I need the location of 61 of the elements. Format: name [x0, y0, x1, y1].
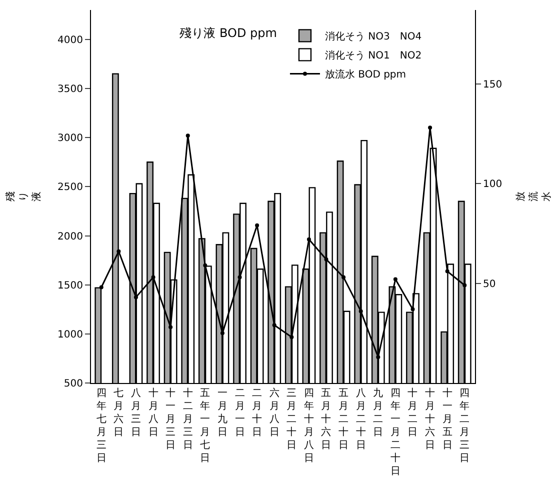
- point: [410, 307, 415, 312]
- y-tick-label: 500: [64, 378, 83, 390]
- y-tick-label: 1500: [58, 280, 83, 292]
- y-tick-label: 3000: [58, 133, 83, 144]
- x-tick-label: 四年十月八日: [304, 388, 314, 464]
- x-tick-label: 五年一月七日: [200, 388, 210, 464]
- point: [203, 263, 208, 268]
- x-tick-label: 三月二十日: [286, 388, 297, 451]
- point: [290, 335, 294, 340]
- y2-axis-title: 放流水: [516, 192, 553, 202]
- point: [168, 325, 173, 330]
- x-tick-label: 十一月五日: [442, 387, 452, 451]
- y2-tick-label: 50: [483, 278, 496, 290]
- point: [393, 277, 398, 282]
- legend-label: 消化そう NO1 NO2: [324, 50, 422, 62]
- y-tick-label: 1000: [58, 329, 83, 340]
- point: [428, 126, 432, 130]
- x-tick-label: 九月二日: [373, 387, 384, 438]
- x-tick-label: 四年一月二十日: [390, 388, 400, 477]
- x-tick-label: 五月二十日: [338, 388, 349, 451]
- y2-tick-label: 150: [483, 79, 502, 90]
- legend-label: 消化そう NO3 NO4: [324, 30, 422, 43]
- legend-label: 放流水 BOD ppm: [324, 68, 406, 81]
- x-tick-label: 四年七月三日: [96, 388, 106, 464]
- y2-tick-label: 100: [483, 179, 502, 190]
- x-tick-label: 八月二十日: [356, 388, 366, 451]
- legend-title: 殘り液 BOD ppm: [180, 26, 277, 40]
- point: [358, 309, 363, 314]
- x-tick-label: 六月八日: [269, 387, 280, 438]
- y-tick-label: 3500: [58, 84, 83, 96]
- point: [272, 323, 276, 328]
- x-tick-label: 十月十六日: [425, 387, 436, 451]
- point: [462, 283, 467, 288]
- point: [220, 331, 224, 336]
- y-axis-title: 殘り液: [4, 192, 43, 202]
- point: [99, 285, 104, 290]
- point: [376, 355, 380, 360]
- x-tick-label: 四年二月三日: [460, 388, 470, 464]
- x-tick-label: 十一月三日: [166, 387, 176, 451]
- x-tick-label: 八月三日: [130, 388, 141, 438]
- point: [238, 275, 242, 280]
- x-tick-label: 十月二日: [408, 387, 418, 438]
- x-tick-label: 七月六日: [114, 387, 124, 438]
- x-tick-label: 五月十六日: [321, 388, 332, 451]
- y-tick-label: 2000: [58, 231, 83, 242]
- point: [342, 275, 346, 280]
- point: [116, 249, 121, 254]
- point: [186, 134, 190, 138]
- point: [445, 269, 450, 274]
- point: [324, 257, 328, 262]
- point: [306, 237, 311, 242]
- x-tick-label: 十月八日: [148, 387, 158, 438]
- x-tick-label: 二月十日: [252, 388, 262, 438]
- point: [151, 275, 156, 280]
- x-tick-label: 一月九日: [217, 388, 228, 438]
- y-tick-label: 4000: [58, 34, 83, 46]
- point: [255, 223, 260, 228]
- point: [134, 295, 138, 300]
- x-tick-label: 十二月三日: [182, 387, 193, 451]
- x-tick-label: 二月一日: [234, 388, 245, 438]
- y-tick-label: 2500: [58, 182, 83, 194]
